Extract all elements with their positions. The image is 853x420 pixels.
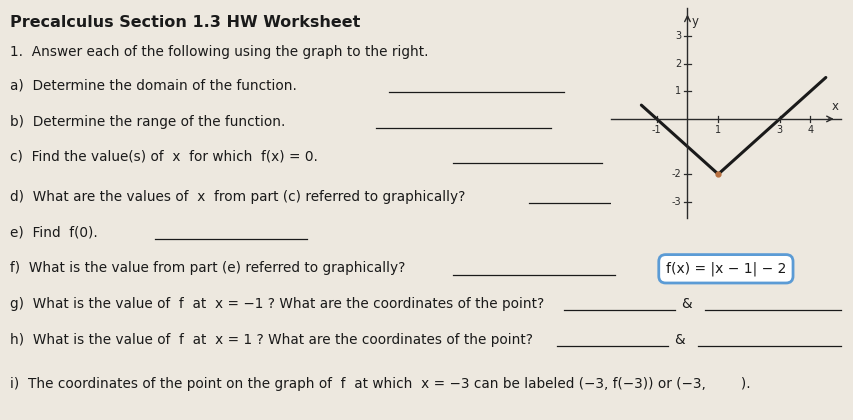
Text: y: y (691, 15, 699, 28)
Text: -1: -1 (651, 125, 661, 135)
Text: i)  The coordinates of the point on the graph of  f  at which  x = −3 can be lab: i) The coordinates of the point on the g… (10, 377, 750, 391)
Text: d)  What are the values of  x  from part (c) referred to graphically?: d) What are the values of x from part (c… (10, 190, 465, 204)
Text: &: & (673, 333, 683, 346)
Text: 2: 2 (674, 59, 681, 68)
Text: c)  Find the value(s) of  x  for which  f(x) = 0.: c) Find the value(s) of x for which f(x)… (10, 150, 318, 164)
Text: 3: 3 (775, 125, 782, 135)
Text: b)  Determine the range of the function.: b) Determine the range of the function. (10, 115, 285, 129)
Text: 4: 4 (806, 125, 813, 135)
Text: 3: 3 (675, 31, 681, 41)
Text: 1: 1 (714, 125, 721, 135)
Text: e)  Find  f(0).: e) Find f(0). (10, 226, 98, 239)
Text: x: x (831, 100, 838, 113)
Text: 1.  Answer each of the following using the graph to the right.: 1. Answer each of the following using th… (10, 45, 428, 59)
Text: -3: -3 (671, 197, 681, 207)
Text: -2: -2 (670, 169, 681, 179)
Text: Precalculus Section 1.3 HW Worksheet: Precalculus Section 1.3 HW Worksheet (10, 15, 360, 30)
Text: &: & (680, 297, 690, 311)
Text: f)  What is the value from part (e) referred to graphically?: f) What is the value from part (e) refer… (10, 261, 405, 275)
Text: g)  What is the value of  f  at  x = −1 ? What are the coordinates of the point?: g) What is the value of f at x = −1 ? Wh… (10, 297, 544, 311)
Text: f(x) = |x − 1| − 2: f(x) = |x − 1| − 2 (665, 262, 785, 276)
Text: 1: 1 (675, 86, 681, 96)
Text: a)  Determine the domain of the function.: a) Determine the domain of the function. (10, 79, 297, 93)
Text: h)  What is the value of  f  at  x = 1 ? What are the coordinates of the point?: h) What is the value of f at x = 1 ? Wha… (10, 333, 532, 346)
